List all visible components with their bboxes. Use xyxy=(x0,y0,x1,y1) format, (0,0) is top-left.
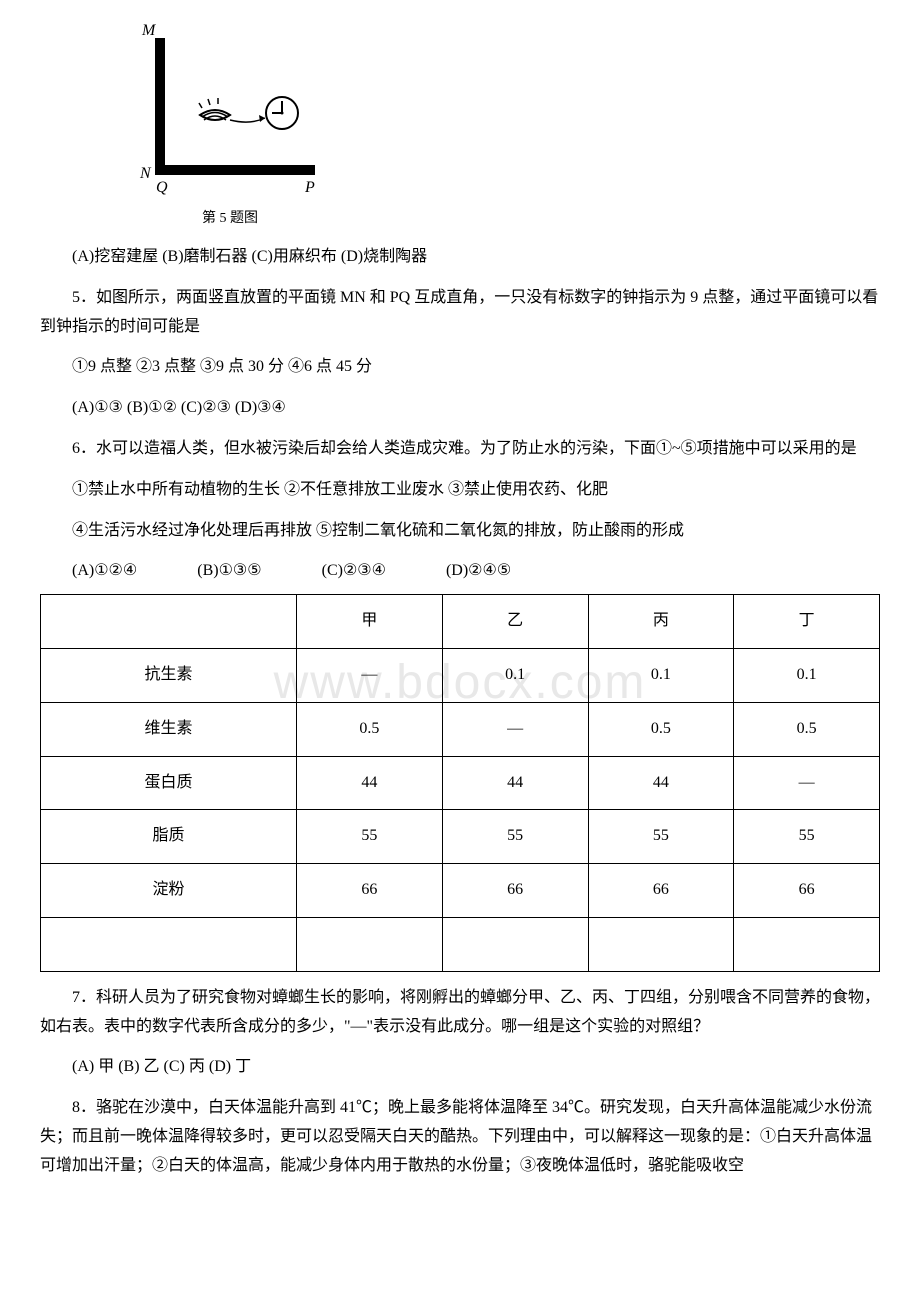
q5-options: (A)①③ (B)①② (C)②③ (D)③④ xyxy=(72,394,880,423)
label-M: M xyxy=(141,22,157,39)
q6-option-a: (A)①②④ xyxy=(72,557,137,586)
table-header-cell xyxy=(41,595,297,649)
table-cell: 55 xyxy=(734,810,880,864)
table-cell: — xyxy=(297,648,443,702)
table-cell xyxy=(588,917,734,971)
table-cell: 44 xyxy=(588,756,734,810)
table-cell: 66 xyxy=(297,864,443,918)
table-cell xyxy=(41,917,297,971)
table-cell: 淀粉 xyxy=(41,864,297,918)
q6-option-b: (B)①③⑤ xyxy=(197,557,261,586)
table-cell: 蛋白质 xyxy=(41,756,297,810)
label-N: N xyxy=(139,165,152,182)
q4-options: (A)挖窑建屋 (B)磨制石器 (C)用麻织布 (D)烧制陶器 xyxy=(40,243,880,272)
table-cell: 44 xyxy=(297,756,443,810)
table-cell: 维生素 xyxy=(41,702,297,756)
q8-stem: 8．骆驼在沙漠中，白天体温能升高到 41℃；晚上最多能将体温降至 34℃。研究发… xyxy=(40,1094,880,1180)
clock-icon xyxy=(266,97,298,129)
table-cell: 脂质 xyxy=(41,810,297,864)
q6-stem: 6．水可以造福人类，但水被污染后却会给人类造成灾难。为了防止水的污染，下面①~⑤… xyxy=(40,435,880,464)
table-cell: 0.1 xyxy=(588,648,734,702)
table-cell: — xyxy=(442,702,588,756)
table-cell: 55 xyxy=(442,810,588,864)
table-row: 维生素 0.5 — 0.5 0.5 xyxy=(41,702,880,756)
q6-line2: ④生活污水经过净化处理后再排放 ⑤控制二氧化硫和二氧化氮的排放，防止酸雨的形成 xyxy=(40,517,880,546)
mirror-clock-diagram: M N Q P xyxy=(120,20,330,195)
table-cell xyxy=(734,917,880,971)
table-header-cell: 丁 xyxy=(734,595,880,649)
table-cell: 66 xyxy=(442,864,588,918)
table-row: 脂质 55 55 55 55 xyxy=(41,810,880,864)
table-cell: 44 xyxy=(442,756,588,810)
table-row: 蛋白质 44 44 44 — xyxy=(41,756,880,810)
q5-stem: 5．如图所示，两面竖直放置的平面镜 MN 和 PQ 互成直角，一只没有标数字的钟… xyxy=(40,284,880,342)
table-cell: 0.1 xyxy=(734,648,880,702)
nutrition-table: 甲 乙 丙 丁 抗生素 — 0.1 0.1 0.1 维生素 0.5 — 0.5 … xyxy=(40,594,880,972)
label-P: P xyxy=(304,179,315,195)
q6-options: (A)①②④ (B)①③⑤ (C)②③④ (D)②④⑤ xyxy=(72,557,880,586)
table-cell xyxy=(442,917,588,971)
table-cell: 0.1 xyxy=(442,648,588,702)
table-header-cell: 丙 xyxy=(588,595,734,649)
table-cell: 0.5 xyxy=(588,702,734,756)
table-cell: 0.5 xyxy=(734,702,880,756)
table-cell: 0.5 xyxy=(297,702,443,756)
q5-choices: ①9 点整 ②3 点整 ③9 点 30 分 ④6 点 45 分 xyxy=(40,353,880,382)
table-cell: 55 xyxy=(588,810,734,864)
table-header-cell: 乙 xyxy=(442,595,588,649)
table-cell: 55 xyxy=(297,810,443,864)
figure-caption: 第 5 题图 xyxy=(130,206,330,231)
table-cell: — xyxy=(734,756,880,810)
table-cell: 抗生素 xyxy=(41,648,297,702)
table-cell: 66 xyxy=(588,864,734,918)
table-cell: 66 xyxy=(734,864,880,918)
table-header-row: 甲 乙 丙 丁 xyxy=(41,595,880,649)
table-cell xyxy=(297,917,443,971)
q7-stem: 7．科研人员为了研究食物对蟑螂生长的影响，将刚孵出的蟑螂分甲、乙、丙、丁四组，分… xyxy=(40,984,880,1042)
mirror-mn xyxy=(155,38,165,173)
mirror-pq xyxy=(155,165,315,175)
q7-options: (A) 甲 (B) 乙 (C) 丙 (D) 丁 xyxy=(40,1053,880,1082)
table-row: 淀粉 66 66 66 66 xyxy=(41,864,880,918)
eye-icon xyxy=(199,98,230,120)
arrow-head xyxy=(259,115,265,122)
table-header-cell: 甲 xyxy=(297,595,443,649)
q6-option-d: (D)②④⑤ xyxy=(446,557,511,586)
figure-q5: M N Q P 第 5 题图 xyxy=(120,20,880,231)
table-row: 抗生素 — 0.1 0.1 0.1 xyxy=(41,648,880,702)
label-Q: Q xyxy=(156,179,168,195)
q6-option-c: (C)②③④ xyxy=(322,557,386,586)
q6-line1: ①禁止水中所有动植物的生长 ②不任意排放工业废水 ③禁止使用农药、化肥 xyxy=(40,476,880,505)
table-row xyxy=(41,917,880,971)
